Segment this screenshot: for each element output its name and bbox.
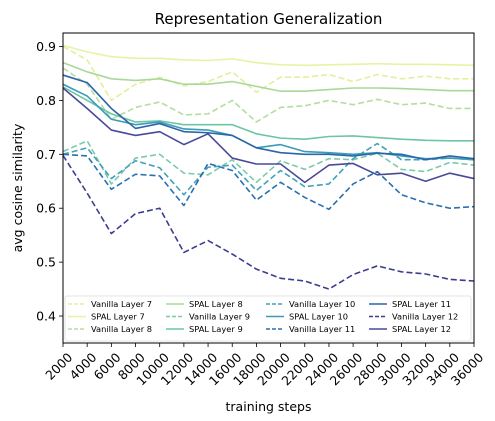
series-line-4 — [62, 61, 474, 93]
legend-label: Vanilla Layer 9 — [189, 312, 250, 322]
legend-label: SPAL Layer 12 — [392, 324, 451, 334]
y-tick-label: 0.8 — [36, 93, 56, 108]
y-tick-label: 0.7 — [36, 147, 56, 162]
legend-label: SPAL Layer 8 — [189, 299, 243, 309]
series-line-10 — [62, 74, 475, 161]
y-axis: 0.4 0.5 0.6 0.7 0.8 0.9 — [36, 39, 63, 324]
x-tick-label: 6000 — [91, 350, 124, 383]
y-tick-label: 0.4 — [36, 309, 56, 324]
series-line-8 — [62, 83, 475, 161]
series-line-5 — [62, 140, 475, 185]
series-line-7 — [62, 142, 475, 196]
x-axis: 2000400060008000100001200014000160001800… — [42, 343, 486, 388]
y-tick-label: 0.6 — [36, 201, 56, 216]
series-line-12 — [62, 87, 475, 184]
x-tick-label: 4000 — [66, 350, 99, 383]
series-line-11 — [62, 154, 475, 290]
legend-label: Vanilla Layer 7 — [91, 299, 152, 309]
y-tick-label: 0.5 — [36, 255, 56, 270]
series-line-6 — [62, 86, 474, 142]
legend-label: SPAL Layer 9 — [189, 324, 243, 334]
series-line-9 — [62, 153, 475, 211]
legend-label: SPAL Layer 10 — [289, 312, 348, 322]
y-tick-label: 0.9 — [36, 39, 56, 54]
axes-frame — [62, 32, 475, 344]
legend-label: SPAL Layer 11 — [392, 299, 451, 309]
y-axis-title: avg cosine similarity — [10, 123, 25, 252]
legend-label: Vanilla Layer 8 — [91, 324, 152, 334]
legend-label: Vanilla Layer 11 — [289, 324, 355, 334]
series-line-1 — [62, 45, 474, 102]
legend-label: SPAL Layer 7 — [91, 312, 145, 322]
x-axis-title: training steps — [226, 399, 312, 414]
legend-label: Vanilla Layer 10 — [289, 299, 355, 309]
legend: Vanilla Layer 7 SPAL Layer 7 Vanilla Layer… — [64, 295, 472, 342]
x-tick-label: 2000 — [42, 350, 75, 383]
plot-area — [62, 44, 475, 290]
series-line-2 — [62, 44, 475, 67]
legend-label: Vanilla Layer 12 — [392, 312, 458, 322]
chart-title: Representation Generalization — [155, 10, 383, 28]
series-line-3 — [62, 67, 474, 123]
